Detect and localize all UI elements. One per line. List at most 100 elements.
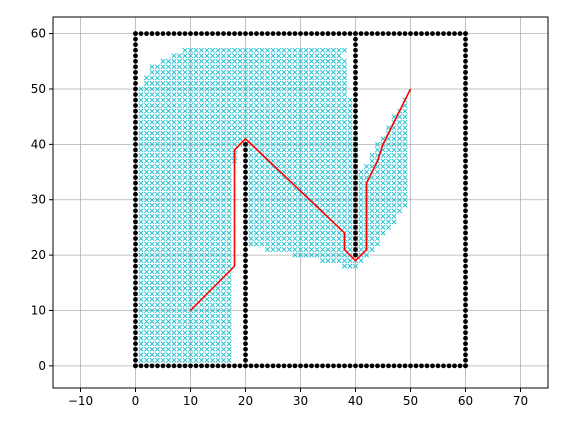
explored-point xyxy=(165,97,172,103)
explored-point xyxy=(396,152,403,158)
explored-point xyxy=(171,125,177,131)
explored-point xyxy=(220,341,227,347)
obstacle-point xyxy=(463,103,468,108)
explored-point xyxy=(215,197,221,203)
explored-point xyxy=(149,285,155,291)
explored-point xyxy=(165,274,172,280)
explored-point xyxy=(286,64,293,70)
explored-point xyxy=(341,108,348,114)
explored-point xyxy=(149,169,155,175)
explored-point xyxy=(176,75,183,81)
explored-point xyxy=(330,69,337,75)
explored-point xyxy=(303,97,309,103)
explored-point xyxy=(314,247,320,253)
explored-point xyxy=(138,119,144,125)
explored-point xyxy=(319,75,326,81)
explored-point xyxy=(275,86,282,92)
obstacle-point xyxy=(364,31,369,37)
explored-point xyxy=(154,197,161,203)
explored-point xyxy=(165,108,172,114)
explored-point xyxy=(303,219,309,225)
explored-point xyxy=(369,186,375,192)
explored-point xyxy=(341,86,348,92)
obstacle-point xyxy=(133,81,138,86)
explored-point xyxy=(176,202,183,208)
obstacle-point xyxy=(138,31,144,37)
explored-point xyxy=(198,219,205,225)
obstacle-point xyxy=(232,363,237,369)
explored-point xyxy=(319,130,326,136)
explored-point xyxy=(286,241,293,247)
explored-point xyxy=(171,274,177,280)
explored-point xyxy=(314,58,320,64)
explored-point xyxy=(171,341,177,347)
explored-point xyxy=(281,97,287,103)
explored-point xyxy=(237,64,243,70)
explored-point xyxy=(160,169,166,175)
obstacle-point xyxy=(265,363,270,369)
explored-point xyxy=(396,158,403,164)
explored-point xyxy=(336,152,342,158)
obstacle-point xyxy=(270,363,276,369)
explored-point xyxy=(143,191,150,197)
explored-point xyxy=(275,97,282,103)
explored-point xyxy=(182,103,188,109)
obstacle-point xyxy=(463,208,468,214)
obstacle-point xyxy=(463,141,468,147)
explored-point xyxy=(264,247,271,253)
explored-point xyxy=(248,53,254,59)
explored-point xyxy=(319,163,326,170)
explored-point xyxy=(231,125,238,131)
explored-point xyxy=(215,53,221,59)
explored-point xyxy=(341,47,348,53)
explored-point xyxy=(297,69,304,75)
obstacle-point xyxy=(193,363,199,369)
explored-point xyxy=(391,208,397,214)
explored-point xyxy=(297,147,304,153)
explored-point xyxy=(336,163,342,170)
obstacle-point xyxy=(424,31,430,37)
explored-point xyxy=(341,202,348,208)
explored-point xyxy=(171,213,177,219)
explored-point xyxy=(308,147,315,153)
explored-point xyxy=(380,180,386,186)
obstacle-point xyxy=(463,357,468,363)
explored-point xyxy=(165,69,172,75)
explored-point xyxy=(237,53,243,59)
explored-point xyxy=(231,47,238,53)
explored-point xyxy=(204,58,210,64)
explored-point xyxy=(374,208,381,214)
explored-point xyxy=(149,224,155,230)
explored-point xyxy=(374,191,381,197)
explored-point xyxy=(358,197,364,203)
explored-point xyxy=(171,147,177,153)
explored-point xyxy=(253,169,260,175)
explored-point xyxy=(209,108,216,114)
explored-point xyxy=(198,114,205,120)
explored-point xyxy=(270,186,276,192)
explored-point xyxy=(336,141,342,147)
explored-point xyxy=(176,235,183,242)
explored-point xyxy=(336,147,342,153)
explored-point xyxy=(176,219,183,225)
explored-point xyxy=(330,252,337,258)
explored-point xyxy=(248,86,254,92)
obstacle-point xyxy=(276,31,281,37)
explored-point xyxy=(264,235,271,242)
explored-point xyxy=(198,103,205,109)
explored-point xyxy=(259,114,265,120)
obstacle-point xyxy=(259,31,265,37)
explored-point xyxy=(171,58,177,64)
explored-point xyxy=(242,58,249,64)
explored-point xyxy=(303,136,309,142)
explored-point xyxy=(215,274,221,280)
explored-point xyxy=(281,80,287,86)
explored-point xyxy=(165,341,172,347)
explored-point xyxy=(380,158,386,164)
explored-point xyxy=(176,152,183,158)
explored-point xyxy=(198,335,205,341)
explored-point xyxy=(248,202,254,208)
explored-point xyxy=(292,141,298,147)
explored-point xyxy=(297,252,304,258)
explored-point xyxy=(286,191,293,197)
